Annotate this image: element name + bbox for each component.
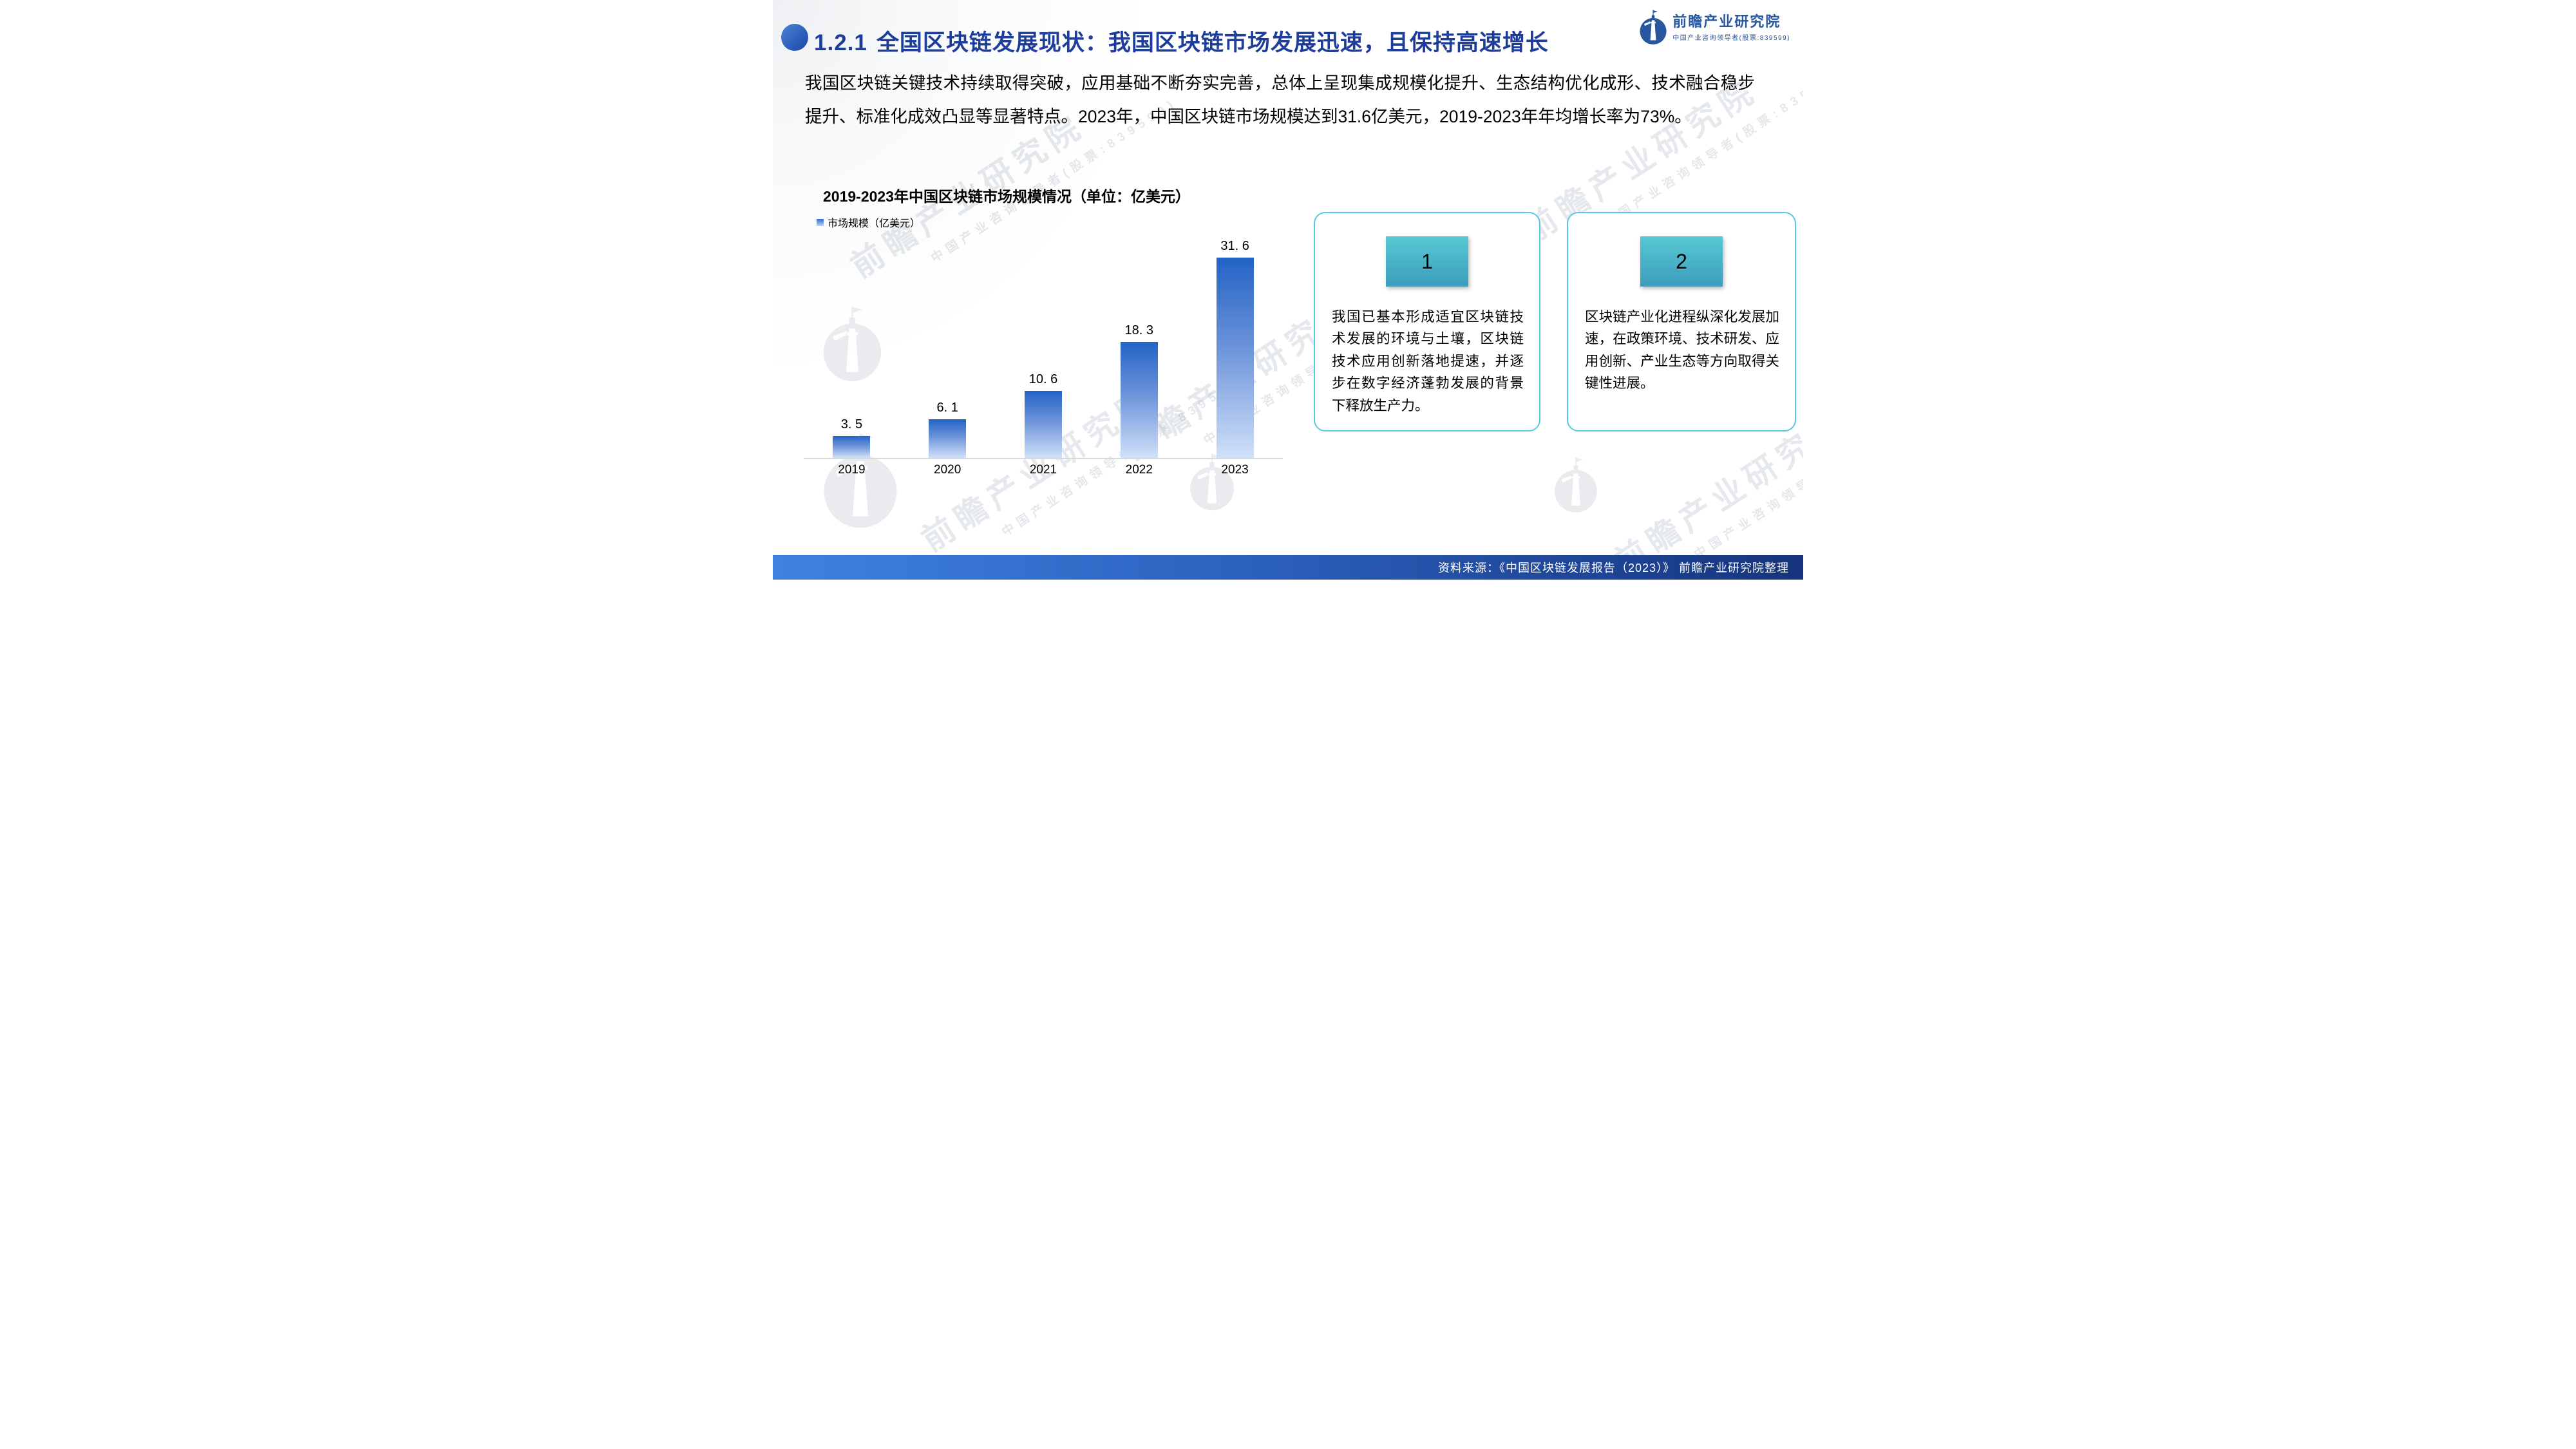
brand-name: 前瞻产业研究院 [1672, 14, 1781, 30]
source-attribution: 资料来源：《中国区块链发展报告（2023）》 前瞻产业研究院整理 [1437, 562, 1789, 574]
x-axis-tick-label: 2020 [934, 463, 961, 477]
x-axis-tick-label: 2023 [1221, 463, 1249, 477]
watermark-lighthouse-icon [1189, 451, 1235, 511]
bar [1120, 342, 1158, 458]
x-axis-tick-label: 2021 [1029, 463, 1057, 477]
brand-tagline: 中国产业咨询领导者(股票:839599) [1672, 35, 1790, 42]
bar [929, 419, 967, 458]
bar-value-label: 18. 3 [1124, 323, 1154, 337]
card-1-text: 我国已基本形成适宜区块链技术发展的环境与土壤，区块链技术应用创新落地提速，并逐步… [1332, 309, 1524, 413]
chart-legend: 市场规模（亿美元） [817, 214, 920, 230]
page-title-text: 全国区块链发展现状：我国区块链市场发展迅速，且保持高速增长 [876, 30, 1549, 55]
x-axis-tick-label: 2022 [1125, 463, 1153, 477]
section-number: 1.2.1 [814, 30, 867, 55]
info-card-1: 1 我国已基本形成适宜区块链技术发展的环境与土壤，区块链技术应用创新落地提速，并… [1314, 212, 1540, 431]
footer-bar: 资料来源：《中国区块链发展报告（2023）》 前瞻产业研究院整理 [773, 555, 1803, 580]
bar-column: 3. 5 [804, 417, 900, 458]
title-bullet-circle [781, 24, 808, 51]
brand-logo: 前瞻产业研究院 中国产业咨询领导者(股票:839599) [1639, 8, 1790, 45]
x-axis-tick-label: 2019 [838, 463, 866, 477]
bar-column: 31. 6 [1187, 239, 1283, 458]
bar-plot: 3. 5 6. 1 10. 6 18. 3 31. 6 [804, 237, 1283, 459]
page-title: 1.2.1 全国区块链发展现状：我国区块链市场发展迅速，且保持高速增长 [814, 24, 1549, 57]
bar-value-label: 10. 6 [1028, 372, 1058, 386]
legend-label: 市场规模（亿美元） [828, 218, 921, 229]
card-2-number-badge: 2 [1640, 236, 1723, 287]
bar-column: 10. 6 [996, 372, 1092, 458]
body-paragraph: 我国区块链关键技术持续取得突破，应用基础不断夯实完善，总体上呈现集成规模化提升、… [805, 73, 1755, 126]
bar-value-label: 31. 6 [1220, 239, 1249, 253]
legend-swatch [817, 218, 824, 226]
bar-column: 18. 3 [1091, 323, 1187, 458]
chart-title: 2019-2023年中国区块链市场规模情况（单位：亿美元） [823, 188, 1190, 205]
bar-column: 6. 1 [900, 401, 996, 458]
card-2-text: 区块链产业化进程纵深化发展加速，在政策环境、技术研发、应用创新、产业生态等方向取… [1585, 309, 1779, 392]
x-axis-labels: 2019 2020 2021 2022 2023 [804, 463, 1283, 477]
bar [1216, 258, 1254, 458]
bar-value-label: 3. 5 [840, 417, 863, 431]
slide: 前瞻产业研究院 中国产业咨询领导者(股票:839599) 前瞻产业研究院 中国产… [773, 0, 1803, 580]
bar-value-label: 6. 1 [936, 401, 958, 415]
brand-logo-text: 前瞻产业研究院 中国产业咨询领导者(股票:839599) [1672, 8, 1790, 42]
watermark-lighthouse-icon [1553, 455, 1598, 513]
info-card-2: 2 区块链产业化进程纵深化发展加速，在政策环境、技术研发、应用创新、产业生态等方… [1567, 212, 1796, 431]
bar [833, 436, 871, 458]
card-1-number-badge: 1 [1386, 236, 1468, 287]
bar [1024, 391, 1062, 458]
lighthouse-logo-icon [1639, 8, 1667, 45]
